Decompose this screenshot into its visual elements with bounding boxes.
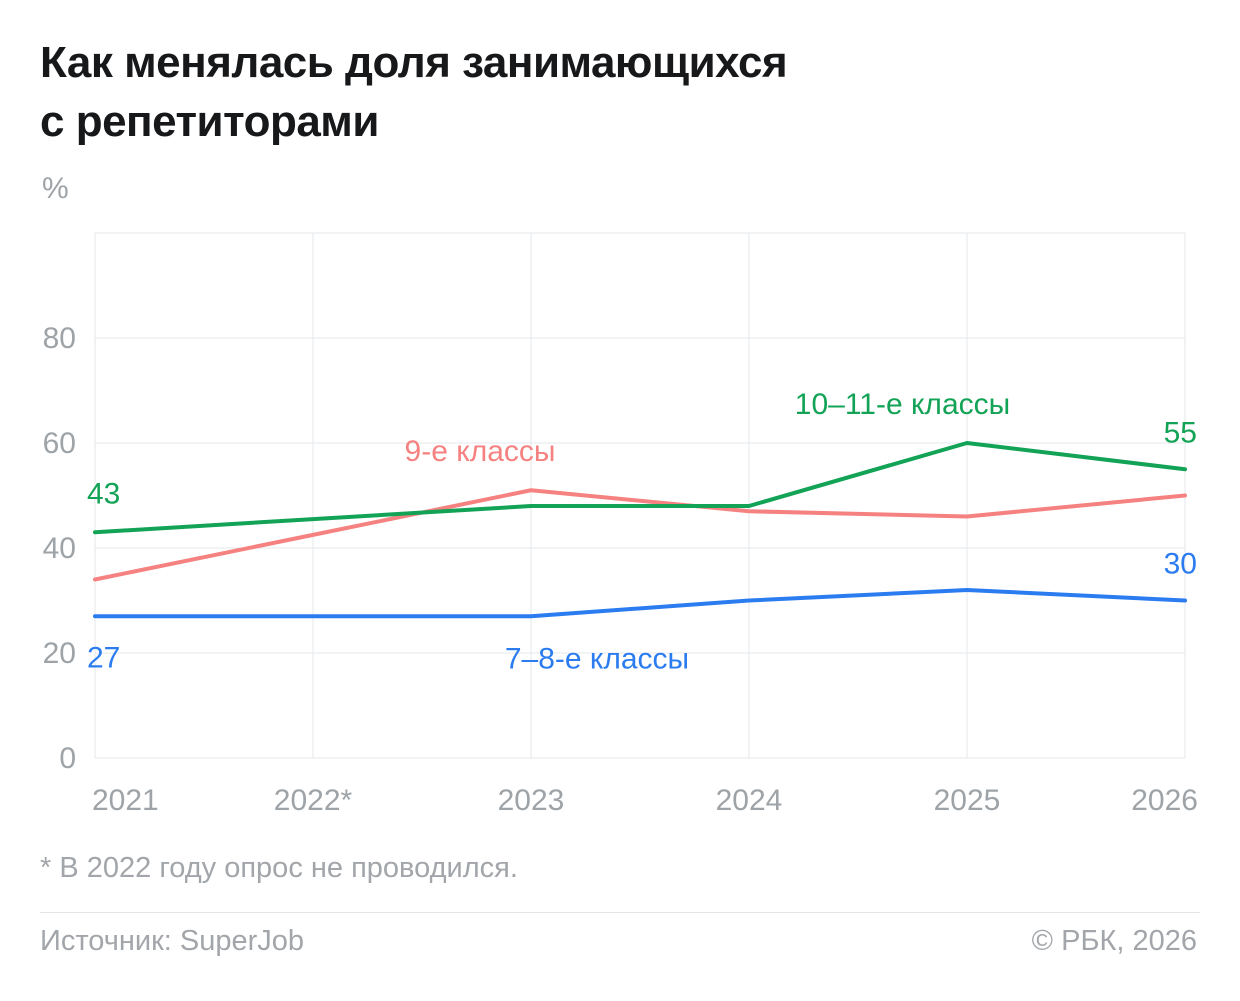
x-axis-tick-label: 2025 (934, 784, 1001, 817)
y-axis-unit-label: % (42, 172, 69, 205)
y-axis-tick-label: 80 (43, 322, 76, 355)
x-axis-tick-label: 2022* (274, 784, 353, 817)
chart-footnote: * В 2022 году опрос не проводился. (40, 852, 518, 884)
value-label-end-grades-7-8: 30 (1164, 548, 1197, 581)
page-title: Как менялась доля занимающихся с репетит… (40, 34, 1020, 151)
y-axis-tick-label: 20 (43, 637, 76, 670)
y-axis-tick-label: 0 (59, 742, 76, 775)
page-title-line1: Как менялась доля занимающихся (40, 38, 788, 87)
series-label-grades-10-11: 10–11-е классы (795, 388, 1010, 421)
series-line-grades-7-8 (93, 588, 1187, 619)
x-axis-tick-label: 2023 (498, 784, 565, 817)
x-axis-tick-label: 2024 (716, 784, 783, 817)
series-label-grades-7-8: 7–8-е классы (505, 642, 689, 675)
value-label-end-grades-10-11: 55 (1164, 416, 1197, 449)
x-axis-tick-label: 2021 (92, 784, 159, 817)
copyright-label: © РБК, 2026 (1031, 925, 1197, 957)
y-axis-tick-label: 40 (43, 532, 76, 565)
footer-divider (40, 912, 1200, 913)
series-label-grades-9: 9-е классы (405, 435, 556, 468)
source-label: Источник: SuperJob (40, 925, 305, 957)
page-title-line2: с репетиторами (40, 96, 379, 146)
value-label-start-grades-10-11: 43 (87, 477, 120, 510)
y-axis-tick-label: 60 (43, 427, 76, 460)
value-label-start-grades-7-8: 27 (87, 641, 120, 674)
series-line-grades-9 (93, 488, 1187, 582)
series-line-grades-10-11 (93, 441, 1187, 535)
x-axis-tick-label: 2026 (1131, 784, 1198, 817)
footer-bar: Источник: SuperJob © РБК, 2026 (40, 925, 1197, 958)
